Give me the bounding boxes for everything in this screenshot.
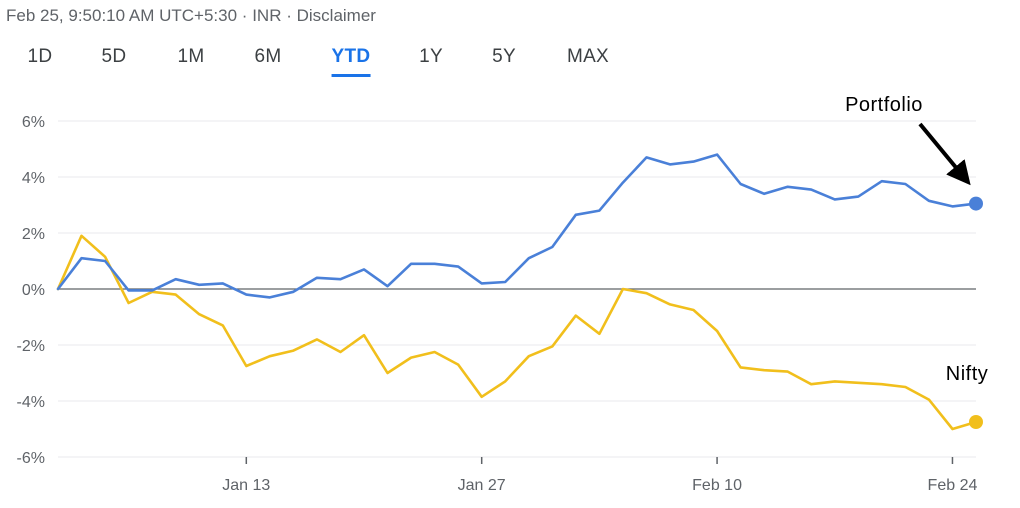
annotation-nifty: Nifty [946,363,989,385]
x-tick-label: Feb 10 [692,477,742,494]
tab-5d[interactable]: 5D [101,46,127,67]
y-tick-label: -6% [17,450,45,467]
y-tick-label: -2% [17,338,45,355]
series-endpoint-portfolio [969,196,983,211]
annotation-portfolio: Portfolio [845,94,923,116]
x-tick-label: Feb 24 [928,477,978,494]
annotation-arrow [918,122,971,186]
y-tick-label: 0% [22,282,45,299]
y-tick-label: 6% [22,114,45,131]
chart-header-meta: Feb 25, 9:50:10 AM UTC+5:30 · INR · Disc… [6,6,376,26]
tab-ytd[interactable]: YTD [331,46,371,77]
separator: · [241,6,248,25]
disclaimer-link[interactable]: Disclaimer [296,6,376,25]
tab-1m[interactable]: 1M [177,46,205,67]
currency-label: INR [252,6,282,25]
y-tick-label: 4% [22,170,45,187]
x-tick-label: Jan 13 [222,477,270,494]
tab-1y[interactable]: 1Y [419,46,443,67]
x-tick-label: Jan 27 [458,477,506,494]
y-tick-label: -4% [17,394,45,411]
tab-5y[interactable]: 5Y [492,46,516,67]
tab-6m[interactable]: 6M [254,46,282,67]
range-tabs: 1D 5D 1M 6M YTD 1Y 5Y MAX [0,46,660,80]
separator: · [286,6,292,25]
series-endpoint-nifty [969,415,983,429]
timestamp: Feb 25, 9:50:10 AM UTC+5:30 [6,6,238,25]
y-tick-label: 2% [22,226,45,243]
series-line-portfolio [56,153,978,299]
tab-1d[interactable]: 1D [27,46,53,67]
tab-max[interactable]: MAX [566,46,610,67]
series-line-nifty [56,234,978,431]
